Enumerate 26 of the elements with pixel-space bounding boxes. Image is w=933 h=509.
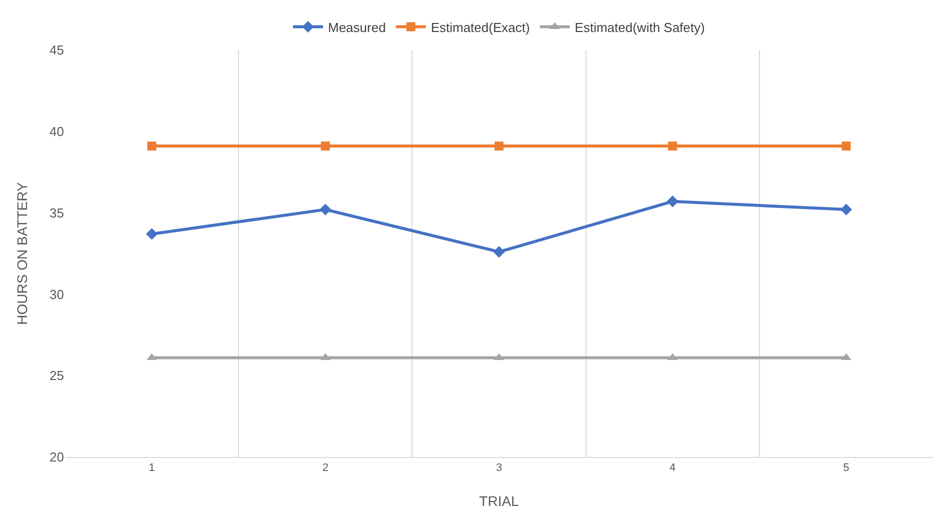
x-tick-label: 1 — [148, 462, 155, 474]
legend-label: Estimated(with Safety) — [574, 20, 705, 35]
y-tick-label: 45 — [50, 42, 64, 58]
point — [842, 142, 851, 151]
point — [320, 142, 330, 151]
x-tick-label: 5 — [843, 462, 850, 474]
y-tick-label: 25 — [50, 368, 64, 384]
x-tick-label: 2 — [322, 462, 328, 474]
point — [146, 228, 158, 240]
point — [666, 196, 678, 208]
y-tick-label: 30 — [50, 286, 64, 302]
point — [147, 142, 156, 151]
legend-label: Measured — [328, 20, 386, 35]
y-axis-title: HOURS ON BATTERY — [14, 182, 30, 325]
y-tick-label: 40 — [50, 124, 64, 139]
x-axis-title: TRIAL — [479, 493, 520, 509]
y-tick-label: 35 — [50, 205, 64, 220]
point — [494, 142, 504, 151]
x-tick-label: 4 — [670, 462, 676, 474]
y-tick-label: 20 — [50, 450, 64, 465]
point — [493, 246, 505, 258]
point — [320, 204, 332, 216]
legend-label: Estimated(Exact) — [430, 20, 530, 35]
point — [668, 142, 678, 151]
x-tick-label: 3 — [496, 462, 502, 474]
point — [840, 204, 852, 216]
